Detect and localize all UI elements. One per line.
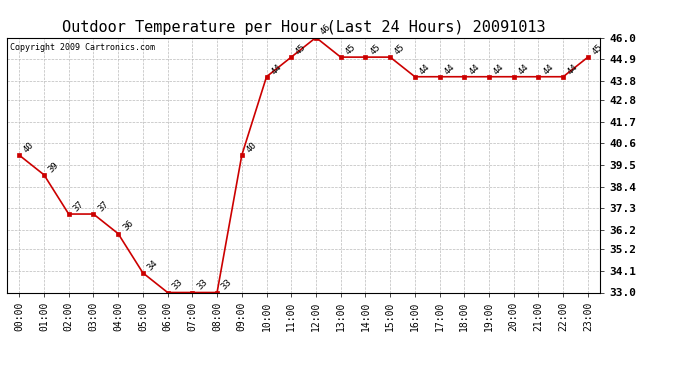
- Text: 44: 44: [417, 62, 432, 76]
- Text: 39: 39: [47, 160, 61, 174]
- Text: 36: 36: [121, 219, 135, 233]
- Text: 44: 44: [492, 62, 506, 76]
- Text: 44: 44: [517, 62, 531, 76]
- Title: Outdoor Temperature per Hour (Last 24 Hours) 20091013: Outdoor Temperature per Hour (Last 24 Ho…: [62, 20, 545, 35]
- Text: 44: 44: [541, 62, 555, 76]
- Text: 34: 34: [146, 258, 159, 272]
- Text: 46: 46: [319, 23, 333, 37]
- Text: 40: 40: [22, 141, 36, 154]
- Text: 45: 45: [344, 42, 357, 56]
- Text: 45: 45: [294, 42, 308, 56]
- Text: 33: 33: [195, 278, 209, 292]
- Text: 40: 40: [244, 141, 259, 154]
- Text: 37: 37: [96, 199, 110, 213]
- Text: 45: 45: [393, 42, 407, 56]
- Text: 33: 33: [170, 278, 184, 292]
- Text: 44: 44: [442, 62, 456, 76]
- Text: 44: 44: [467, 62, 481, 76]
- Text: Copyright 2009 Cartronics.com: Copyright 2009 Cartronics.com: [10, 43, 155, 52]
- Text: 45: 45: [591, 42, 604, 56]
- Text: 37: 37: [72, 199, 86, 213]
- Text: 44: 44: [566, 62, 580, 76]
- Text: 33: 33: [220, 278, 234, 292]
- Text: 44: 44: [269, 62, 284, 76]
- Text: 45: 45: [368, 42, 382, 56]
